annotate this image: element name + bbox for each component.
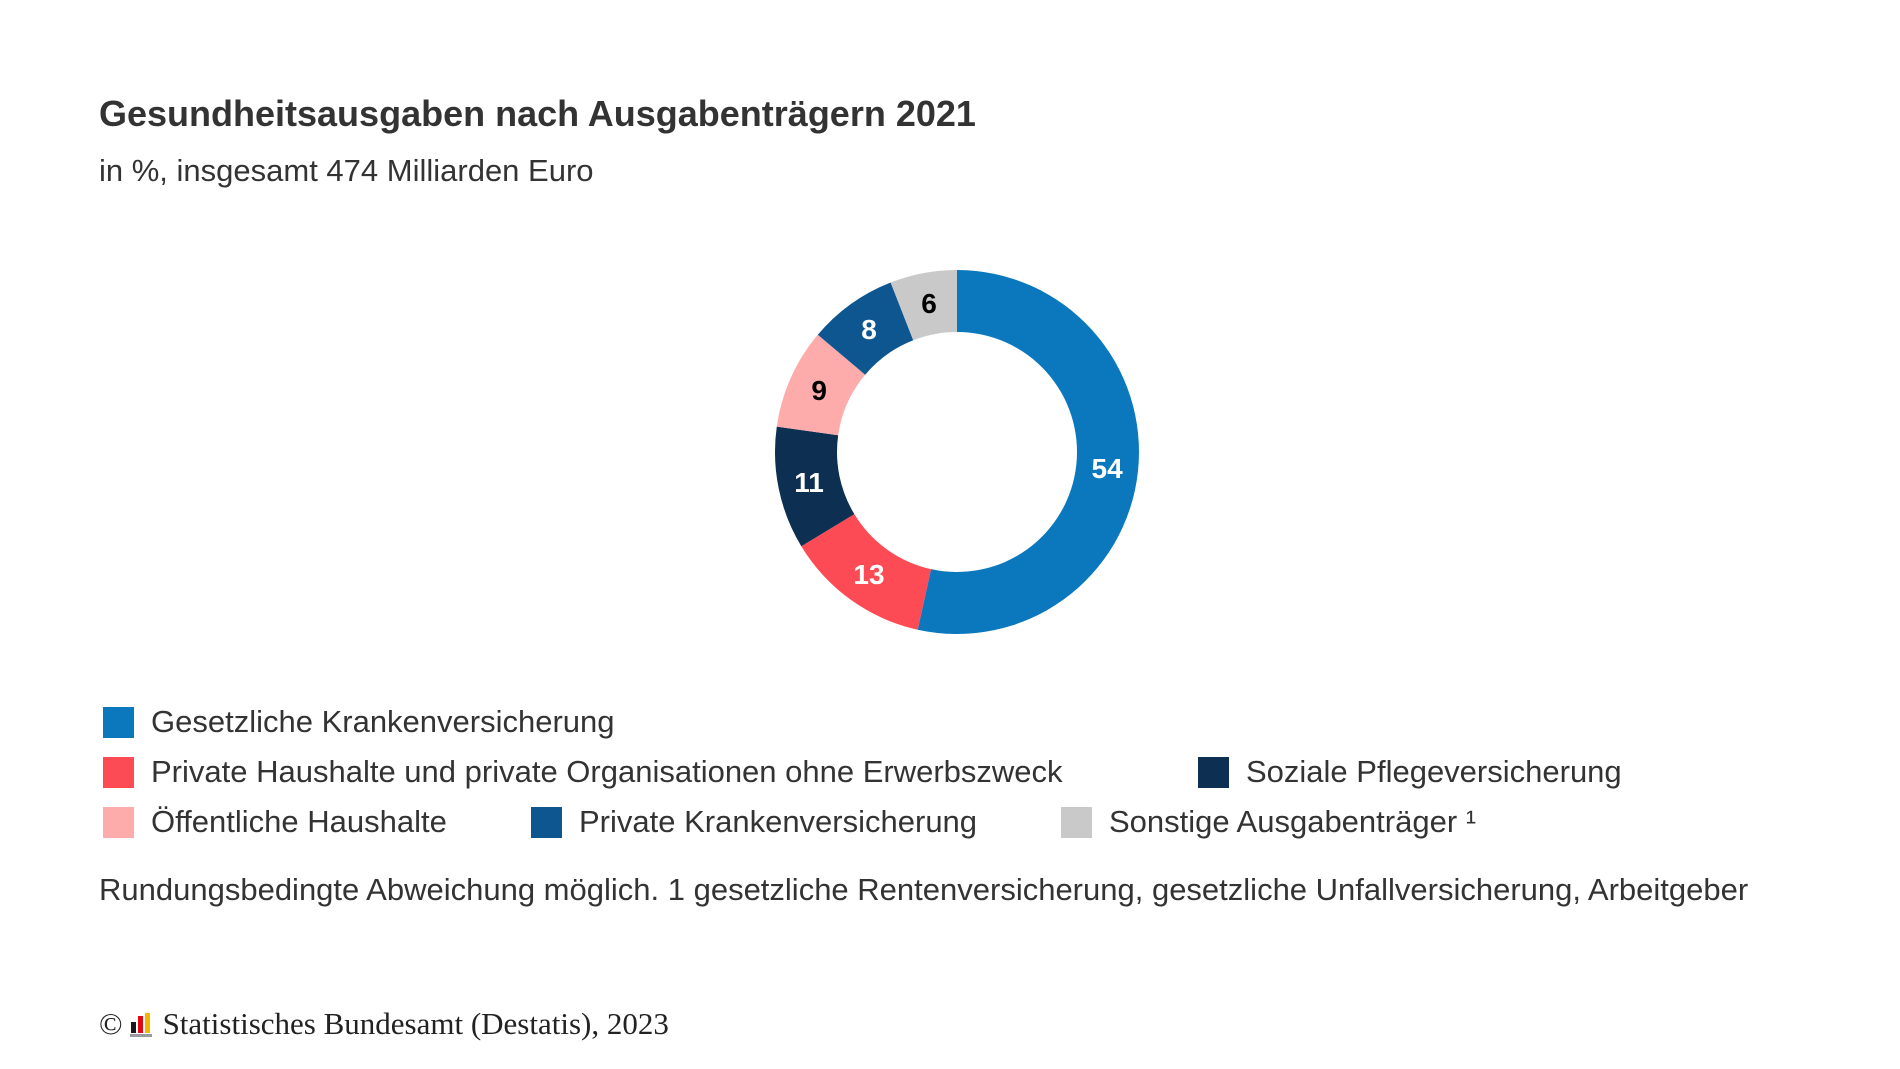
legend-item-private-krankenversicherung: Private Krankenversicherung [531, 804, 1061, 840]
slice-label-oeffentliche-haushalte: 9 [811, 375, 827, 406]
legend-label: Private Haushalte und private Organisati… [151, 754, 1063, 789]
legend-row-2: Private Haushalte und private Organisati… [103, 747, 1703, 797]
donut-slice-private-haushalte [801, 514, 932, 630]
donut-slice-soziale-pflegeversicherung [775, 426, 855, 547]
legend-label: Soziale Pflegeversicherung [1246, 754, 1622, 789]
source-line: © Statistisches Bundesamt (Destatis), 20… [99, 1006, 669, 1042]
legend-item-oeffentliche-haushalte: Öffentliche Haushalte [103, 804, 531, 840]
donut-slice-sonstige [890, 270, 957, 341]
donut-slice-private-krankenversicherung [817, 282, 914, 375]
legend-item-sonstige: Sonstige Ausgabenträger ¹ [1061, 804, 1476, 840]
legend-row-1: Gesetzliche Krankenversicherung [103, 697, 1703, 747]
legend-row-3: Öffentliche Haushalte Private Krankenver… [103, 797, 1703, 847]
legend-label: Sonstige Ausgabenträger ¹ [1109, 804, 1477, 839]
legend-item-gkv: Gesetzliche Krankenversicherung [103, 704, 615, 740]
slice-label-sonstige: 6 [921, 288, 937, 319]
legend: Gesetzliche Krankenversicherung Private … [103, 697, 1703, 847]
legend-swatch [103, 756, 134, 788]
legend-swatch [531, 806, 562, 838]
copyright-symbol: © [99, 1006, 123, 1041]
legend-item-soziale-pflegeversicherung: Soziale Pflegeversicherung [1198, 754, 1622, 790]
legend-swatch [1061, 806, 1092, 838]
legend-label: Private Krankenversicherung [579, 804, 978, 839]
slice-label-private-krankenversicherung: 8 [861, 314, 877, 345]
legend-swatch [103, 806, 134, 838]
donut-slice-oeffentliche-haushalte [776, 334, 866, 436]
chart-title: Gesundheitsausgaben nach Ausgabenträgern… [99, 93, 976, 134]
footnote: Rundungsbedingte Abweichung möglich. 1 g… [99, 872, 1749, 907]
legend-item-private-haushalte: Private Haushalte und private Organisati… [103, 754, 1198, 790]
slice-label-gkv: 54 [1092, 453, 1124, 484]
source-text: Statistisches Bundesamt (Destatis), 2023 [162, 1006, 669, 1041]
slice-label-soziale-pflegeversicherung: 11 [794, 467, 824, 498]
donut-slice-gkv [917, 270, 1139, 634]
slice-label-private-haushalte: 13 [853, 559, 884, 590]
chart-subtitle: in %, insgesamt 474 Milliarden Euro [99, 153, 594, 188]
legend-swatch [103, 706, 134, 738]
legend-label: Öffentliche Haushalte [151, 804, 447, 839]
legend-swatch [1198, 756, 1229, 788]
destatis-logo-icon [129, 1013, 152, 1037]
legend-label: Gesetzliche Krankenversicherung [151, 704, 615, 739]
